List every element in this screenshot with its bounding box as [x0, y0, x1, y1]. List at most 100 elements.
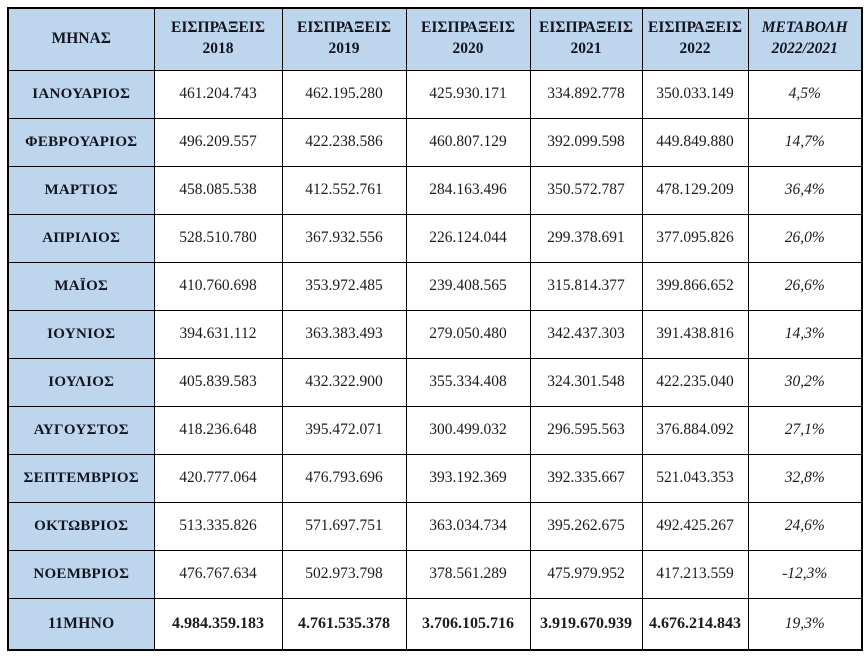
- column-header-2018: ΕΙΣΠΡΑΞΕΙΣ 2018: [153, 7, 283, 71]
- value-cell-2021: 342.437.303: [529, 309, 643, 359]
- value-cell-2018: 476.767.634: [153, 549, 283, 599]
- total-row: 11ΜΗΝΟ 4.984.359.183 4.761.535.378 3.706…: [7, 597, 863, 651]
- value-cell-2022: 417.213.559: [641, 549, 749, 599]
- column-header-month: ΜΗΝΑΣ: [7, 7, 155, 71]
- value-cell-2018: 418.236.648: [153, 405, 283, 455]
- month-cell: ΙΟΥΝΙΟΣ: [7, 309, 155, 359]
- value-cell-2022: 492.425.267: [641, 501, 749, 551]
- value-cell-2018: 420.777.064: [153, 453, 283, 503]
- value-cell-2018: 410.760.698: [153, 261, 283, 311]
- table-row: ΙΟΥΝΙΟΣ 394.631.112 363.383.493 279.050.…: [7, 309, 863, 359]
- change-cell: 26,0%: [747, 213, 863, 263]
- value-cell-2022: 4.676.214.843: [641, 597, 749, 651]
- change-cell: 27,1%: [747, 405, 863, 455]
- value-cell-2020: 355.334.408: [405, 357, 531, 407]
- column-header-2022: ΕΙΣΠΡΑΞΕΙΣ 2022: [641, 7, 749, 71]
- table-row: ΦΕΒΡΟΥΑΡΙΟΣ 496.209.557 422.238.586 460.…: [7, 117, 863, 167]
- change-cell: -12,3%: [747, 549, 863, 599]
- value-cell-2022: 449.849.880: [641, 117, 749, 167]
- monthly-receipts-table-page: ΜΗΝΑΣ ΕΙΣΠΡΑΞΕΙΣ 2018 ΕΙΣΠΡΑΞΕΙΣ 2019 ΕΙ…: [0, 7, 868, 663]
- change-cell: 36,4%: [747, 165, 863, 215]
- change-cell: 4,5%: [747, 69, 863, 119]
- table-row: ΑΥΓΟΥΣΤΟΣ 418.236.648 395.472.071 300.49…: [7, 405, 863, 455]
- change-cell: 32,8%: [747, 453, 863, 503]
- receipts-table: ΜΗΝΑΣ ΕΙΣΠΡΑΞΕΙΣ 2018 ΕΙΣΠΡΑΞΕΙΣ 2019 ΕΙ…: [7, 7, 863, 651]
- table-row: ΣΕΠΤΕΜΒΡΙΟΣ 420.777.064 476.793.696 393.…: [7, 453, 863, 503]
- value-cell-2019: 412.552.761: [281, 165, 407, 215]
- change-cell: 19,3%: [747, 597, 863, 651]
- value-cell-2018: 394.631.112: [153, 309, 283, 359]
- month-cell: ΑΠΡΙΛΙΟΣ: [7, 213, 155, 263]
- value-cell-2019: 476.793.696: [281, 453, 407, 503]
- value-cell-2019: 4.761.535.378: [281, 597, 407, 651]
- header-label: ΜΗΝΑΣ: [51, 29, 111, 47]
- value-cell-2021: 334.892.778: [529, 69, 643, 119]
- value-cell-2022: 377.095.826: [641, 213, 749, 263]
- month-cell: ΝΟΕΜΒΡΙΟΣ: [7, 549, 155, 599]
- value-cell-2018: 458.085.538: [153, 165, 283, 215]
- value-cell-2019: 367.932.556: [281, 213, 407, 263]
- table-body: ΙΑΝΟΥΑΡΙΟΣ 461.204.743 462.195.280 425.9…: [7, 69, 863, 651]
- value-cell-2022: 478.129.209: [641, 165, 749, 215]
- value-cell-2019: 353.972.485: [281, 261, 407, 311]
- value-cell-2022: 391.438.816: [641, 309, 749, 359]
- value-cell-2021: 475.979.952: [529, 549, 643, 599]
- table-row: ΜΑΡΤΙΟΣ 458.085.538 412.552.761 284.163.…: [7, 165, 863, 215]
- value-cell-2019: 395.472.071: [281, 405, 407, 455]
- value-cell-2022: 422.235.040: [641, 357, 749, 407]
- value-cell-2021: 392.099.598: [529, 117, 643, 167]
- value-cell-2020: 363.034.734: [405, 501, 531, 551]
- month-cell: ΑΥΓΟΥΣΤΟΣ: [7, 405, 155, 455]
- value-cell-2021: 324.301.548: [529, 357, 643, 407]
- column-header-2019: ΕΙΣΠΡΑΞΕΙΣ 2019: [281, 7, 407, 71]
- value-cell-2020: 460.807.129: [405, 117, 531, 167]
- value-cell-2019: 502.973.798: [281, 549, 407, 599]
- value-cell-2021: 395.262.675: [529, 501, 643, 551]
- table-row: ΙΟΥΛΙΟΣ 405.839.583 432.322.900 355.334.…: [7, 357, 863, 407]
- column-header-2020: ΕΙΣΠΡΑΞΕΙΣ 2020: [405, 7, 531, 71]
- column-header-2021: ΕΙΣΠΡΑΞΕΙΣ 2021: [529, 7, 643, 71]
- table-row: ΜΑΪΟΣ 410.760.698 353.972.485 239.408.56…: [7, 261, 863, 311]
- value-cell-2020: 300.499.032: [405, 405, 531, 455]
- value-cell-2020: 226.124.044: [405, 213, 531, 263]
- value-cell-2018: 528.510.780: [153, 213, 283, 263]
- month-cell: ΜΑΡΤΙΟΣ: [7, 165, 155, 215]
- value-cell-2019: 571.697.751: [281, 501, 407, 551]
- value-cell-2018: 513.335.826: [153, 501, 283, 551]
- value-cell-2018: 461.204.743: [153, 69, 283, 119]
- month-cell: 11ΜΗΝΟ: [7, 597, 155, 651]
- month-cell: ΣΕΠΤΕΜΒΡΙΟΣ: [7, 453, 155, 503]
- change-cell: 14,7%: [747, 117, 863, 167]
- value-cell-2019: 432.322.900: [281, 357, 407, 407]
- month-cell: ΟΚΤΩΒΡΙΟΣ: [7, 501, 155, 551]
- change-cell: 14,3%: [747, 309, 863, 359]
- value-cell-2019: 462.195.280: [281, 69, 407, 119]
- table-row: ΙΑΝΟΥΑΡΙΟΣ 461.204.743 462.195.280 425.9…: [7, 69, 863, 119]
- value-cell-2020: 378.561.289: [405, 549, 531, 599]
- value-cell-2020: 279.050.480: [405, 309, 531, 359]
- value-cell-2020: 239.408.565: [405, 261, 531, 311]
- table-row: ΝΟΕΜΒΡΙΟΣ 476.767.634 502.973.798 378.56…: [7, 549, 863, 599]
- change-cell: 26,6%: [747, 261, 863, 311]
- value-cell-2021: 299.378.691: [529, 213, 643, 263]
- month-cell: ΜΑΪΟΣ: [7, 261, 155, 311]
- change-cell: 30,2%: [747, 357, 863, 407]
- value-cell-2019: 422.238.586: [281, 117, 407, 167]
- month-cell: ΦΕΒΡΟΥΑΡΙΟΣ: [7, 117, 155, 167]
- value-cell-2021: 392.335.667: [529, 453, 643, 503]
- value-cell-2021: 350.572.787: [529, 165, 643, 215]
- value-cell-2020: 393.192.369: [405, 453, 531, 503]
- value-cell-2022: 399.866.652: [641, 261, 749, 311]
- value-cell-2018: 4.984.359.183: [153, 597, 283, 651]
- change-cell: 24,6%: [747, 501, 863, 551]
- value-cell-2022: 350.033.149: [641, 69, 749, 119]
- value-cell-2021: 296.595.563: [529, 405, 643, 455]
- value-cell-2021: 315.814.377: [529, 261, 643, 311]
- header-row: ΜΗΝΑΣ ΕΙΣΠΡΑΞΕΙΣ 2018 ΕΙΣΠΡΑΞΕΙΣ 2019 ΕΙ…: [7, 7, 863, 71]
- value-cell-2018: 496.209.557: [153, 117, 283, 167]
- value-cell-2022: 376.884.092: [641, 405, 749, 455]
- value-cell-2021: 3.919.670.939: [529, 597, 643, 651]
- value-cell-2022: 521.043.353: [641, 453, 749, 503]
- value-cell-2020: 3.706.105.716: [405, 597, 531, 651]
- table-row: ΑΠΡΙΛΙΟΣ 528.510.780 367.932.556 226.124…: [7, 213, 863, 263]
